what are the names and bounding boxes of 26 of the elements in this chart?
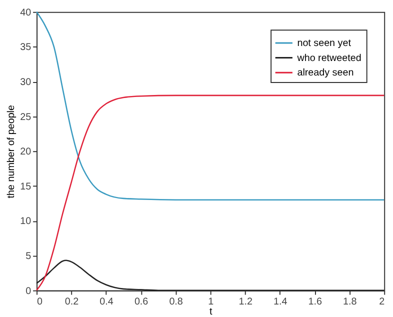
y-tick-label: 15	[20, 181, 32, 192]
x-tick-label: 2	[379, 296, 385, 308]
y-tick-label: 25	[20, 112, 32, 123]
y-tick-label: 30	[20, 76, 32, 88]
x-tick-label: 0.2	[64, 296, 79, 308]
x-tick-label: 0.4	[100, 296, 114, 308]
x-tick-label: 0	[37, 296, 44, 308]
y-axis-title: the number of people	[6, 104, 18, 198]
y-tick-label: 40	[20, 7, 32, 18]
y-tick-label: 35	[20, 42, 32, 54]
x-tick-label: 0.8	[169, 296, 184, 308]
x-tick-label: 1.8	[342, 296, 358, 308]
x-tick-label: 1	[208, 296, 214, 308]
line-series	[36, 11, 385, 200]
y-tick-label: 5	[26, 250, 32, 262]
legend-label: already seen	[297, 68, 354, 79]
y-tick-label: 20	[20, 146, 32, 158]
y-tick-label: 0	[26, 286, 32, 297]
y-tick-label: 10	[20, 216, 32, 228]
x-tick-label: 1.6	[308, 296, 322, 308]
legend-label: who retweeted	[296, 52, 362, 64]
x-axis-title: t	[209, 306, 212, 317]
x-tick-label: 0.6	[134, 296, 149, 308]
x-tick-label: 1.4	[273, 296, 288, 308]
legend-label: not seen yet	[297, 38, 352, 49]
x-tick-label: 1.2	[238, 296, 252, 308]
